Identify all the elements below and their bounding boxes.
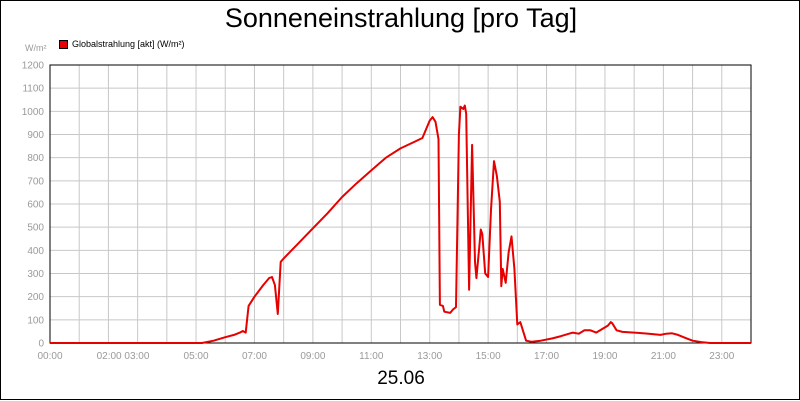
legend-swatch [59, 39, 68, 49]
y-tick-label: 400 [27, 246, 44, 257]
y-tick-label: 200 [27, 292, 44, 303]
x-tick-label: 05:00 [184, 351, 209, 362]
x-tick-label: 13:00 [417, 351, 442, 362]
x-tick-label: 09:00 [300, 351, 325, 362]
y-tick-label: 0 [38, 339, 44, 350]
y-tick-label: 800 [27, 153, 44, 164]
plot-border [49, 64, 752, 344]
y-tick-label: 600 [27, 200, 44, 211]
x-tick-label: 21:00 [651, 351, 676, 362]
y-tick-label: 300 [27, 269, 44, 280]
y-tick-label: 500 [27, 223, 44, 234]
y-tick-label: 1200 [22, 61, 45, 72]
y-tick-label: 700 [27, 176, 44, 187]
x-tick-label: 11:00 [359, 351, 384, 362]
legend: Globalstrahlung [akt] (W/m²) [59, 39, 185, 49]
series-line-globalstrahlung [50, 104, 751, 344]
y-tick-label: 900 [27, 130, 44, 141]
y-tick-label: 100 [27, 315, 44, 326]
x-tick-label: 23:00 [709, 351, 734, 362]
date-label: 25.06 [377, 368, 425, 389]
x-tick-label: 07:00 [242, 351, 267, 362]
x-tick-label: 19:00 [592, 351, 617, 362]
x-tick-label: 02:00 03:00 [97, 351, 150, 362]
y-tick-label: 1100 [22, 84, 44, 95]
y-tick-label: 1000 [22, 107, 45, 118]
legend-label: Globalstrahlung [akt] (W/m²) [72, 39, 185, 49]
x-tick-label: 17:00 [534, 351, 559, 362]
y-axis-unit-label: W/m² [25, 43, 47, 53]
x-tick-label: 15:00 [476, 351, 501, 362]
x-tick-label: 00:00 [37, 351, 62, 362]
chart-title: Sonneneinstrahlung [pro Tag] [224, 3, 578, 33]
